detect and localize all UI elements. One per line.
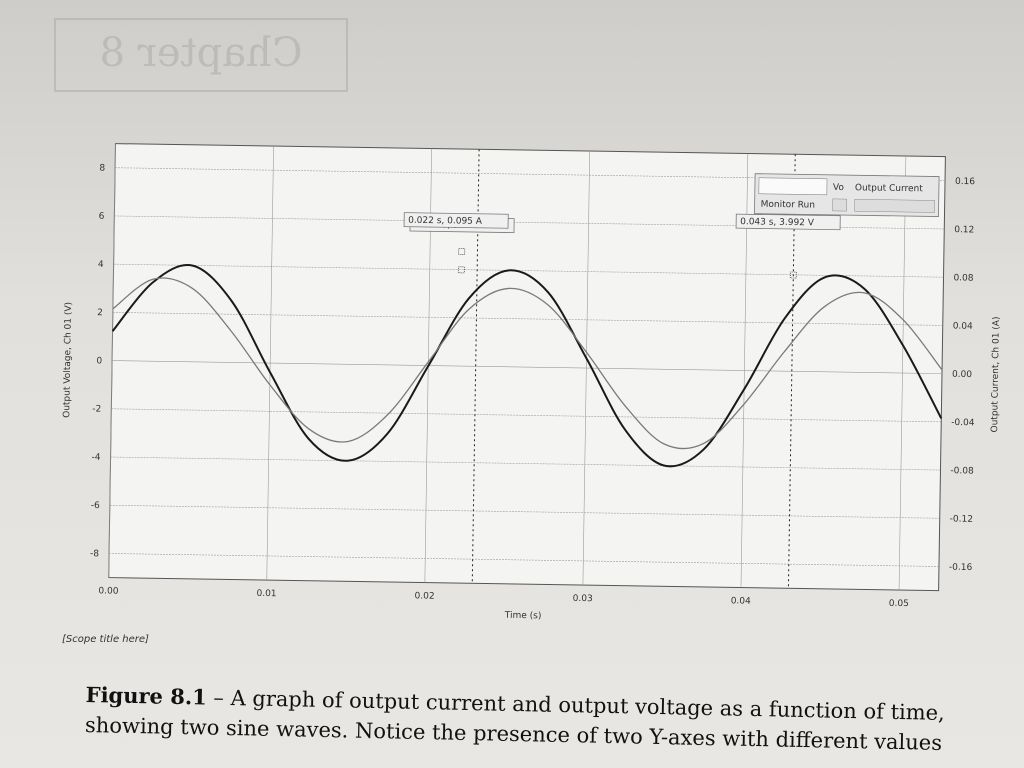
annotation-label: 0.043 s, 3.992 V	[740, 217, 815, 228]
y-left-tick-label: 0	[96, 356, 102, 366]
current-series-line	[112, 277, 943, 450]
y-left-tick-label: 4	[98, 260, 104, 270]
voltage-series-line	[111, 264, 943, 468]
legend-current-swatch	[854, 198, 935, 213]
x-axis-label: Time (s)	[504, 611, 542, 622]
y-right-tick-label: -0.04	[951, 418, 975, 428]
y-right-tick-label: -0.08	[950, 466, 974, 476]
annotation-marker	[457, 266, 465, 274]
y-right-tick-label: 0.16	[955, 177, 975, 187]
y-left-axis-label: Output Voltage, Ch 01 (V)	[62, 302, 74, 418]
y-right-tick-label: 0.00	[952, 370, 972, 380]
y-left-tick-label: -8	[90, 549, 99, 559]
legend-vo-label: Vo	[833, 183, 845, 193]
y-right-tick-label: 0.08	[953, 273, 973, 283]
y-gridline	[110, 456, 941, 471]
x-tick-label: 0.05	[889, 599, 909, 609]
y-left-tick-label: 6	[99, 212, 105, 222]
y-gridline	[113, 263, 944, 278]
x-tick-label: 0.04	[731, 596, 751, 606]
y-left-tick-label: -4	[92, 453, 101, 463]
legend-vo-swatch	[832, 198, 847, 212]
annotation-box	[735, 213, 841, 231]
caption-text: – A graph of output current and output v…	[84, 685, 945, 755]
y-gridline	[109, 504, 940, 519]
y-gridline	[109, 553, 939, 567]
y-right-axis-label: Output Current, Ch 01 (A)	[990, 316, 1002, 432]
y-left-tick-label: -6	[91, 501, 100, 511]
annotation-label: 0.022 s, 0.095 A	[408, 216, 483, 227]
legend-current-label: Output Current	[855, 183, 924, 194]
y-right-tick-label: 0.04	[953, 322, 973, 332]
x-tick-label: 0.03	[573, 594, 593, 604]
cursor-line	[471, 149, 480, 584]
legend-monitor-run-label: Monitor Run	[761, 200, 815, 211]
annotation-box	[403, 212, 509, 229]
y-right-tick-label: -0.12	[950, 514, 973, 524]
y-left-tick-label: 8	[99, 163, 105, 173]
y-right-tick-label: 0.12	[954, 225, 974, 235]
y-gridline	[112, 312, 943, 326]
annotation-marker	[458, 248, 466, 255]
figure-caption: Figure 8.1 – A graph of output current a…	[85, 680, 966, 758]
x-tick-label: 0.01	[256, 589, 276, 599]
annotation-marker	[789, 271, 797, 279]
x-tick-label: 0.02	[415, 591, 435, 601]
y-left-tick-label: 2	[97, 308, 103, 318]
y-gridline	[111, 408, 942, 423]
y-right-tick-label: -0.16	[949, 563, 973, 573]
x-tick-label: 0.00	[98, 586, 118, 596]
chart: 0.00 0.01 0.02 0.03 0.04 0.05 8 6 4 2 0 -2 -4 -6 -8 0.1…	[62, 143, 1002, 622]
scope-title: [Scope title here]	[62, 634, 149, 645]
legend-blank-cell	[758, 177, 828, 196]
y-gridline	[112, 360, 942, 374]
caption-label: Figure 8.1	[85, 681, 208, 710]
cursor-line	[787, 154, 796, 589]
y-left-tick-label: -2	[92, 405, 101, 415]
